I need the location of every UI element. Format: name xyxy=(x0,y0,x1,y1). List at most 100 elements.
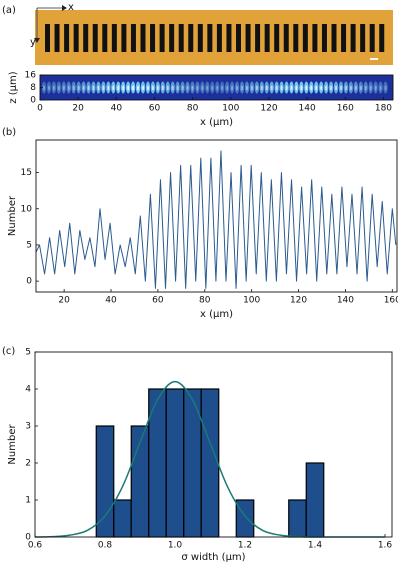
spot xyxy=(353,81,359,94)
spot xyxy=(229,81,235,94)
x-tick-label: 1.2 xyxy=(238,541,252,551)
bar xyxy=(165,388,185,538)
spot-core xyxy=(384,85,387,91)
post xyxy=(216,24,222,52)
spot-core xyxy=(364,85,367,91)
post xyxy=(92,24,98,52)
spot-core xyxy=(92,85,95,91)
post xyxy=(369,24,375,52)
spot-core xyxy=(47,85,50,91)
post xyxy=(178,24,184,52)
post xyxy=(302,24,308,52)
post xyxy=(283,24,289,52)
spot-core xyxy=(340,85,342,91)
spot xyxy=(373,81,378,94)
post xyxy=(130,24,136,52)
spot-core xyxy=(344,85,347,91)
y-tick-label: 16 xyxy=(25,71,37,81)
spot-core xyxy=(166,85,169,91)
y-tick-label: 3 xyxy=(25,422,31,432)
spot xyxy=(190,81,195,94)
spot-core xyxy=(57,85,60,91)
spot xyxy=(200,81,205,94)
post xyxy=(45,24,50,52)
spot-core xyxy=(305,85,308,91)
spot-core xyxy=(72,85,75,91)
y-tick-label: 10 xyxy=(21,204,33,214)
spot-core xyxy=(82,85,85,91)
spot-core xyxy=(62,85,65,91)
post xyxy=(245,24,251,52)
spot-core xyxy=(265,85,268,91)
spot-core xyxy=(122,85,125,91)
post xyxy=(111,24,117,52)
y-tick-label: 0 xyxy=(30,96,36,106)
data-line xyxy=(35,150,397,289)
spot-core xyxy=(176,85,179,91)
spot xyxy=(358,81,363,94)
post xyxy=(255,24,261,52)
post xyxy=(54,24,60,52)
spot-core xyxy=(231,85,234,91)
spot-core xyxy=(295,85,298,91)
bar xyxy=(235,499,255,538)
bar xyxy=(95,425,115,538)
spot xyxy=(363,81,368,94)
spot-core xyxy=(280,85,283,91)
panel-label: (b) xyxy=(2,127,16,138)
post xyxy=(264,24,270,52)
post xyxy=(341,24,347,52)
x-axis-label: x (μm) xyxy=(200,309,233,320)
posts xyxy=(45,24,385,52)
x-tick-label: 160 xyxy=(337,104,354,114)
post xyxy=(207,24,213,52)
y-axis-label: Number xyxy=(7,424,18,465)
y-arrow-head xyxy=(34,38,40,43)
spot-core xyxy=(349,85,352,91)
spot-core xyxy=(359,85,362,91)
y-tick-label: 5 xyxy=(25,348,31,358)
spot-core xyxy=(330,85,333,91)
x-tick-label: 140 xyxy=(337,296,354,306)
scale-bar xyxy=(370,58,378,60)
y-tick-label: 0 xyxy=(26,277,32,287)
x-tick-label: 0.8 xyxy=(98,541,113,551)
spot-core xyxy=(117,85,120,91)
spot-core xyxy=(107,85,110,91)
post xyxy=(102,24,108,52)
post xyxy=(331,24,337,52)
spot xyxy=(378,81,383,94)
spot-core xyxy=(196,85,199,91)
x-tick-label: 60 xyxy=(149,104,161,114)
x-tick-label: 20 xyxy=(58,296,70,306)
post xyxy=(83,24,89,52)
spot-core xyxy=(275,85,278,91)
post xyxy=(64,24,70,52)
x-tick-label: 20 xyxy=(72,104,84,114)
spot-core xyxy=(216,85,219,91)
spot-core xyxy=(310,85,313,91)
spot xyxy=(239,81,245,94)
x-tick-label: 1.6 xyxy=(378,541,393,551)
post xyxy=(274,24,280,52)
post xyxy=(321,24,327,52)
spot-core xyxy=(369,85,372,91)
spot-core xyxy=(97,85,100,91)
spot-core xyxy=(285,85,288,91)
spot-core xyxy=(255,85,258,91)
spot xyxy=(195,81,200,94)
bar xyxy=(200,388,220,538)
x-tick-label: 120 xyxy=(290,296,307,306)
spot xyxy=(76,81,81,94)
spot-core xyxy=(250,85,253,91)
spot xyxy=(224,81,230,94)
x-tick-label: 100 xyxy=(243,296,260,306)
spot-core xyxy=(151,85,154,91)
post xyxy=(312,24,318,52)
post xyxy=(350,24,356,52)
spot-core xyxy=(146,85,149,91)
spot-core xyxy=(320,85,323,91)
y-tick-label: 15 xyxy=(21,168,32,178)
x-axis-label: x (μm) xyxy=(200,117,233,128)
spot-core xyxy=(241,85,243,91)
